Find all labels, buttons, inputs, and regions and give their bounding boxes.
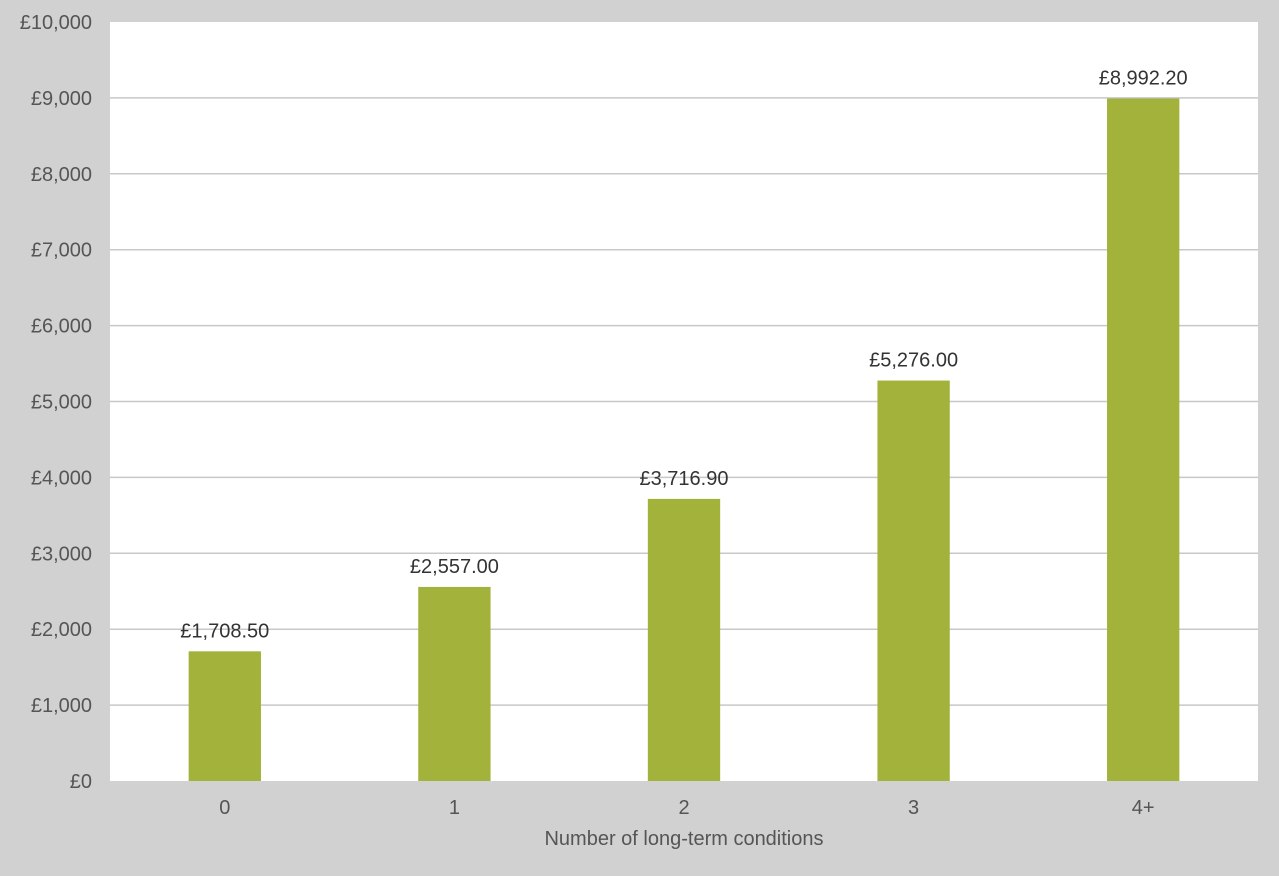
data-label: £2,557.00 bbox=[410, 556, 499, 578]
bar bbox=[1107, 98, 1180, 782]
data-label: £3,716.90 bbox=[640, 468, 729, 490]
y-tick-label: £4,000 bbox=[31, 467, 92, 489]
x-tick-label: 3 bbox=[908, 797, 919, 819]
data-label: £8,992.20 bbox=[1099, 67, 1188, 89]
bars bbox=[188, 98, 1180, 782]
bar bbox=[418, 586, 491, 781]
x-tick-label: 4+ bbox=[1132, 797, 1155, 819]
y-tick-label: £6,000 bbox=[31, 316, 92, 338]
y-tick-label: £2,000 bbox=[31, 619, 92, 641]
data-label: £5,276.00 bbox=[869, 350, 958, 372]
x-tick-label: 0 bbox=[219, 797, 230, 819]
bar bbox=[877, 380, 950, 781]
y-tick-label: £10,000 bbox=[20, 12, 92, 34]
y-axis-tick-labels: £0 £1,000 £2,000 £3,000 £4,000 £5,000 £6,000 £7… bbox=[20, 12, 92, 793]
y-tick-label: £8,000 bbox=[31, 164, 92, 186]
y-tick-label: £7,000 bbox=[31, 240, 92, 262]
y-tick-label: £9,000 bbox=[31, 88, 92, 110]
y-tick-label: £5,000 bbox=[31, 392, 92, 414]
y-tick-label: £3,000 bbox=[31, 543, 92, 565]
y-tick-label: £0 bbox=[70, 771, 92, 793]
bar bbox=[188, 651, 261, 781]
bar bbox=[647, 498, 721, 781]
x-tick-label: 1 bbox=[449, 797, 460, 819]
x-axis-title: Number of long-term conditions bbox=[544, 828, 823, 850]
x-tick-label: 2 bbox=[678, 797, 689, 819]
x-axis-tick-labels: 0 1 2 3 4+ bbox=[219, 797, 1154, 819]
y-tick-label: £1,000 bbox=[31, 695, 92, 717]
data-label: £1,708.50 bbox=[180, 620, 269, 642]
data-labels: £1,708.50 £2,557.00 £3,716.90 £5,276.00 £8,9… bbox=[180, 67, 1187, 642]
